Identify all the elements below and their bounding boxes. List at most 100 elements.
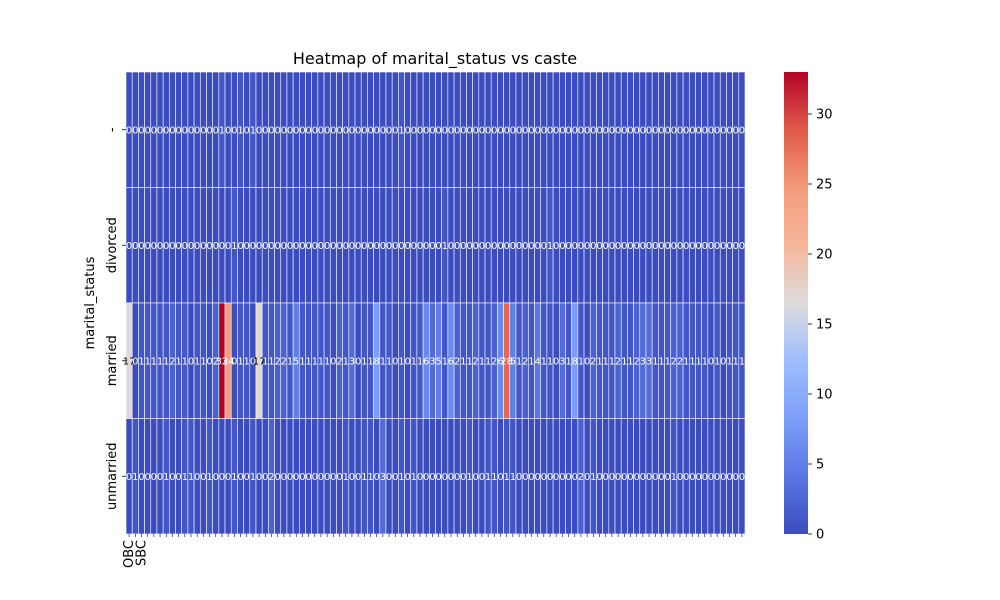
cell-value-label: 0 [225, 472, 231, 483]
cell-value-label: 0 [627, 472, 633, 483]
cell-value-label: 0 [708, 241, 714, 252]
cell-value-label: 0 [609, 125, 615, 136]
cell-value-label: 0 [386, 472, 392, 483]
cell-value-label: 0 [633, 241, 639, 252]
cell-value-label: 0 [633, 125, 639, 136]
cell-value-label: 0 [151, 472, 157, 483]
cell-value-label: 8 [572, 356, 578, 367]
cell-value-label: 0 [312, 241, 318, 252]
cell-value-label: 0 [194, 125, 200, 136]
cell-value-label: 0 [448, 241, 454, 252]
cell-value-label: 0 [596, 241, 602, 252]
cell-value-label: 0 [702, 241, 708, 252]
cell-value-label: 1 [671, 472, 677, 483]
y-tick-label: - [105, 127, 120, 132]
cell-value-label: 0 [417, 472, 423, 483]
cell-value-label: 0 [584, 125, 590, 136]
cell-value-label: 0 [324, 241, 330, 252]
cell-value-label: 1 [547, 241, 553, 252]
x-tick-label: SBC [134, 540, 149, 566]
cell-value-label: 0 [708, 356, 714, 367]
cell-value-label: 1 [627, 356, 633, 367]
cell-value-label: 1 [305, 356, 311, 367]
cell-value-label: 33 [216, 356, 229, 367]
cell-value-label: 0 [485, 125, 491, 136]
cell-value-label: 0 [404, 356, 410, 367]
cell-value-label: 0 [658, 125, 664, 136]
cell-value-label: 0 [516, 125, 522, 136]
cell-value-label: 6 [497, 356, 503, 367]
cell-value-label: 0 [695, 125, 701, 136]
cell-value-label: 0 [510, 125, 516, 136]
cell-value-label: 1 [324, 356, 330, 367]
cell-value-label: 1 [702, 356, 708, 367]
cell-value-label: 2 [281, 356, 287, 367]
cell-value-label: 0 [312, 472, 318, 483]
cell-value-label: 0 [206, 241, 212, 252]
cell-value-label: 0 [695, 241, 701, 252]
cell-value-label: 0 [572, 125, 578, 136]
cell-value-label: 0 [324, 125, 330, 136]
cell-value-label: 1 [231, 472, 237, 483]
cell-value-label: 0 [219, 241, 225, 252]
cell-value-label: 1 [157, 356, 163, 367]
cell-value-label: 0 [603, 472, 609, 483]
cell-value-label: 0 [522, 241, 528, 252]
y-axis-label: marital_status [83, 256, 98, 349]
cell-value-label: 3 [640, 356, 646, 367]
cell-value-label: 0 [299, 241, 305, 252]
cell-value-label: 0 [534, 125, 540, 136]
cell-value-label: 0 [268, 125, 274, 136]
cell-value-label: 0 [151, 125, 157, 136]
cell-value-label: 0 [206, 356, 212, 367]
cell-value-label: 0 [423, 241, 429, 252]
cell-value-label: 0 [733, 125, 739, 136]
cell-value-label: 0 [640, 125, 646, 136]
cell-value-label: 0 [603, 241, 609, 252]
cell-value-label: 0 [417, 241, 423, 252]
cell-value-label: 2 [677, 356, 683, 367]
cell-value-label: 2 [522, 356, 528, 367]
cell-value-label: 1 [578, 356, 584, 367]
cell-value-label: 1 [466, 356, 472, 367]
cell-value-label: 8 [374, 356, 380, 367]
cell-value-label: 0 [621, 472, 627, 483]
cell-value-label: 0 [231, 356, 237, 367]
cell-value-label: 1 [528, 356, 534, 367]
cell-value-label: 0 [200, 472, 206, 483]
cell-value-label: 0 [534, 472, 540, 483]
cell-value-label: 0 [169, 472, 175, 483]
cell-value-label: 1 [219, 125, 225, 136]
cell-value-label: 1 [565, 356, 571, 367]
cell-value-label: 0 [541, 241, 547, 252]
cell-value-label: 0 [596, 472, 602, 483]
cell-value-label: 0 [182, 125, 188, 136]
cell-value-label: 0 [330, 356, 336, 367]
cell-value-label: 1 [658, 356, 664, 367]
cell-value-label: 0 [330, 472, 336, 483]
cell-value-label: 28 [500, 356, 513, 367]
cell-value-label: 0 [671, 125, 677, 136]
cell-value-label: 0 [652, 472, 658, 483]
cell-value-label: 1 [231, 241, 237, 252]
cell-value-label: 0 [479, 472, 485, 483]
cell-value-label: 0 [231, 125, 237, 136]
cell-value-label: 0 [386, 241, 392, 252]
cell-value-label: 2 [590, 356, 596, 367]
cell-value-label: 0 [138, 472, 144, 483]
cell-value-label: 2 [491, 356, 497, 367]
cell-value-label: 0 [343, 241, 349, 252]
cell-value-label: 0 [336, 472, 342, 483]
cell-value-label: 0 [671, 241, 677, 252]
cell-value-label: 2 [615, 356, 621, 367]
cell-value-label: 1 [609, 356, 615, 367]
cell-value-label: 0 [726, 241, 732, 252]
cell-value-label: 1 [206, 472, 212, 483]
cell-value-label: 0 [355, 356, 361, 367]
cell-value-label: 0 [157, 472, 163, 483]
cell-value-label: 0 [336, 125, 342, 136]
cell-value-label: 0 [664, 472, 670, 483]
cell-value-label: 0 [460, 472, 466, 483]
cell-value-label: 0 [404, 125, 410, 136]
cell-value-label: 0 [609, 241, 615, 252]
